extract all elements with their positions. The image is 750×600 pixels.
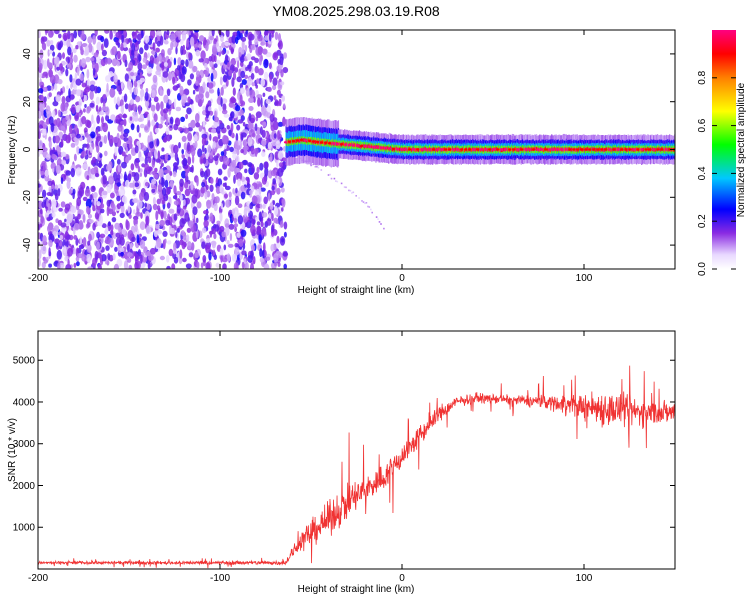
colorbar-tick-label: 0.8 bbox=[697, 70, 708, 84]
spectrogram-ytick-label: 40 bbox=[22, 48, 33, 60]
snr-xtick-label: 0 bbox=[399, 573, 405, 584]
snr-ylabel: SNR (10 * v/v) bbox=[7, 418, 18, 482]
spectrogram-plot-area bbox=[38, 30, 675, 269]
snr-ytick-label: 1000 bbox=[13, 523, 36, 534]
snr-xtick-label: -100 bbox=[210, 573, 230, 584]
snr-series-line bbox=[38, 365, 675, 569]
faint-branch bbox=[295, 156, 385, 230]
snr-chart: -200 -100 0 100 1000 2000 3000 4000 5000 Height … bbox=[7, 330, 676, 595]
snr-plot-area bbox=[38, 365, 675, 569]
colorbar: 0.0 0.2 0.4 0.6 0.8 Normalized spectral ampl… bbox=[697, 30, 747, 276]
snr-ytick-label: 5000 bbox=[13, 356, 36, 367]
snr-ticks: -200 -100 0 100 1000 2000 3000 4000 5000 bbox=[13, 331, 675, 584]
spectrogram-xtick-label: 0 bbox=[399, 273, 405, 284]
snr-frame bbox=[37, 330, 676, 570]
colorbar-label: Normalized spectral amplitude bbox=[736, 82, 747, 217]
noise-region bbox=[38, 30, 289, 269]
spectrogram-ytick-label: 0 bbox=[22, 146, 33, 152]
snr-xtick-label: -200 bbox=[28, 573, 48, 584]
colorbar-tick-label: 0.2 bbox=[697, 214, 708, 228]
figure-title: YM08.2025.298.03.19.R08 bbox=[272, 3, 440, 19]
colorbar-gradient bbox=[712, 30, 736, 269]
colorbar-tick-label: 0.4 bbox=[697, 166, 708, 180]
snr-xlabel: Height of straight line (km) bbox=[298, 584, 415, 595]
colorbar-tick-label: 0.0 bbox=[697, 262, 708, 276]
spectrogram-ytick-label: 20 bbox=[22, 96, 33, 108]
snr-ytick-label: 4000 bbox=[13, 397, 36, 408]
spectrogram-xlabel: Height of straight line (km) bbox=[298, 285, 415, 296]
spectrogram-ytick-label: -40 bbox=[22, 237, 33, 252]
colorbar-ticks: 0.0 0.2 0.4 0.6 0.8 bbox=[697, 70, 736, 276]
snr-ytick-label: 2000 bbox=[13, 481, 36, 492]
snr-ytick-label: 3000 bbox=[13, 439, 36, 450]
spectrogram-xtick-label: -200 bbox=[28, 273, 48, 284]
colorbar-tick-label: 0.6 bbox=[697, 118, 708, 132]
spectrogram-ytick-label: -20 bbox=[22, 190, 33, 205]
signal-trace bbox=[283, 117, 675, 168]
spectrogram-xtick-label: 100 bbox=[576, 273, 593, 284]
spectrogram-ylabel: Frequency (Hz) bbox=[7, 116, 18, 185]
spectrogram-xtick-label: -100 bbox=[210, 273, 230, 284]
snr-xtick-label: 100 bbox=[576, 573, 593, 584]
